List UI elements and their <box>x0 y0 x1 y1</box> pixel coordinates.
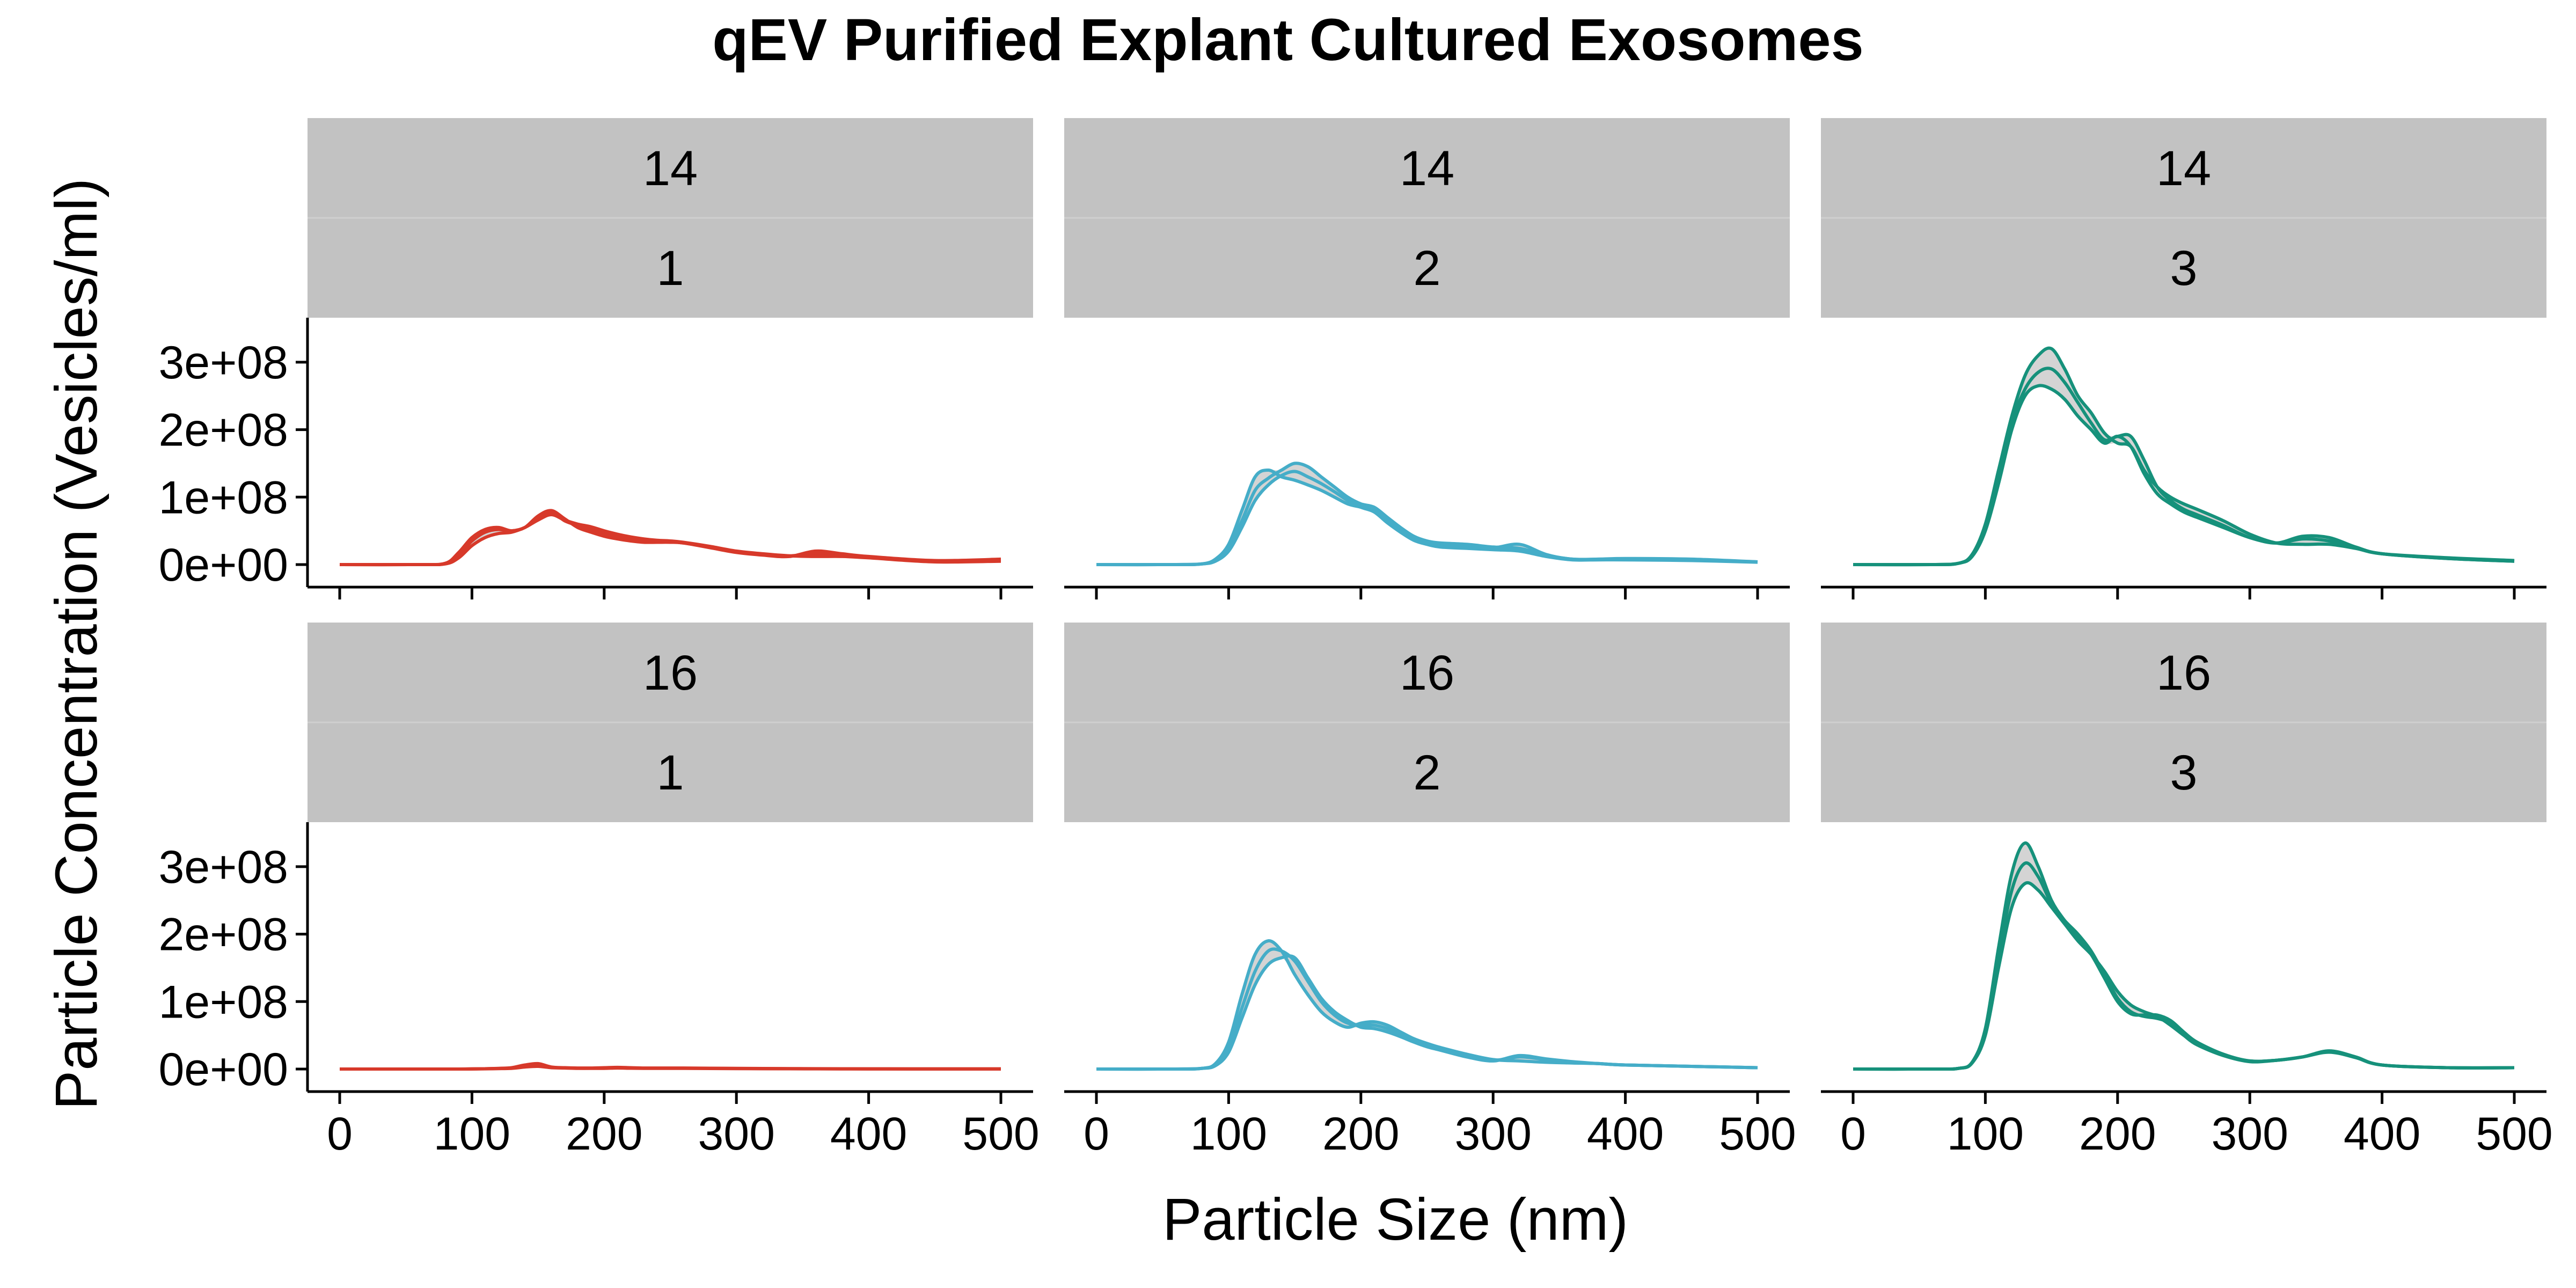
facet-panel-16-1: 16 1 0 100 200 300 400 500 0e+00 1e+08 2e+08 3e+08 <box>158 623 1040 1160</box>
x-tick-label: 100 <box>1947 1108 2024 1160</box>
facet-strip-col-label: 2 <box>1413 241 1440 296</box>
y-tick-label: 2e+08 <box>158 405 288 456</box>
series-line-1 <box>1853 346 2515 567</box>
facet-strip-top <box>308 623 1033 722</box>
x-tick-label: 0 <box>327 1108 353 1160</box>
x-tick-label: 500 <box>2476 1108 2553 1160</box>
y-tick-label: 3e+08 <box>158 841 288 893</box>
series-line-3 <box>340 1064 1001 1071</box>
facet-strip-col-label: 3 <box>2170 745 2197 800</box>
facet-strip-row-label: 16 <box>1400 646 1454 700</box>
facet-strip-col-label: 1 <box>656 745 684 800</box>
facet-strip-row-label: 16 <box>2156 646 2211 700</box>
y-tick-label: 3e+08 <box>158 337 288 389</box>
facet-panel-16-2: 16 2 0 100 200 300 400 500 <box>1064 623 1796 1160</box>
series-line-1 <box>1096 469 1758 567</box>
x-tick-label: 200 <box>2079 1108 2156 1160</box>
facet-panel-14-2: 14 2 <box>1064 118 1790 599</box>
facet-strip-top <box>1821 623 2546 722</box>
facet-strip-row-label: 14 <box>643 141 698 196</box>
facet-strip-row-label: 14 <box>2156 141 2211 196</box>
x-tick-label: 100 <box>1190 1108 1268 1160</box>
x-tick-label: 400 <box>2344 1108 2421 1160</box>
facet-strip-bottom <box>1821 218 2546 318</box>
y-axis-title: Particle Concentration (Vesicles/ml) <box>43 178 109 1110</box>
facet-strip-bottom <box>308 218 1033 318</box>
facet-strip-col-label: 3 <box>2170 241 2197 296</box>
x-tick-label: 100 <box>434 1108 511 1160</box>
series-line-1 <box>1096 939 1758 1071</box>
series-line-1 <box>339 509 1001 567</box>
series-line-3 <box>1096 954 1758 1071</box>
x-tick-label: 400 <box>830 1108 908 1160</box>
facet-strip-top <box>1064 623 1790 722</box>
facet-strip-bottom <box>308 722 1033 822</box>
series-line-3 <box>1096 470 1758 567</box>
series-line-2 <box>1096 947 1758 1071</box>
x-axis-title: Particle Size (nm) <box>1162 1187 1628 1253</box>
facet-strip-bottom <box>1821 722 2546 822</box>
x-tick-label: 500 <box>962 1108 1040 1160</box>
facet-strip-bottom <box>1064 218 1790 318</box>
series-line-3 <box>339 513 1001 567</box>
y-tick-label: 0e+00 <box>158 539 288 591</box>
facet-strip-row-label: 16 <box>643 646 698 700</box>
facet-strip-top <box>308 118 1033 218</box>
facet-strip-col-label: 2 <box>1413 745 1440 800</box>
x-tick-label: 300 <box>1454 1108 1532 1160</box>
range-band <box>1096 941 1758 1070</box>
x-tick-label: 0 <box>1840 1108 1866 1160</box>
x-tick-label: 0 <box>1084 1108 1109 1160</box>
facet-strip-row-label: 14 <box>1400 141 1454 196</box>
x-tick-label: 200 <box>566 1108 643 1160</box>
facet-strip-bottom <box>1064 722 1790 822</box>
facet-panel-16-3: 16 3 0 100 200 300 400 500 <box>1821 623 2553 1160</box>
series-line-2 <box>1853 861 2515 1071</box>
x-tick-label: 500 <box>1719 1108 1796 1160</box>
series-line-2 <box>1853 367 2515 567</box>
facet-strip-top <box>1821 118 2546 218</box>
facet-panel-14-1: 14 1 0e+00 1e+08 2e+08 3e+08 <box>158 118 1033 599</box>
y-tick-label: 1e+08 <box>158 472 288 523</box>
facet-strip-col-label: 1 <box>656 241 684 296</box>
y-tick-label: 0e+00 <box>158 1044 288 1095</box>
y-tick-label: 1e+08 <box>158 976 288 1028</box>
x-tick-label: 300 <box>698 1108 775 1160</box>
x-tick-label: 400 <box>1587 1108 1664 1160</box>
series-line-3 <box>1853 881 2515 1071</box>
series-line-3 <box>1853 384 2515 567</box>
x-tick-label: 200 <box>1322 1108 1400 1160</box>
facet-strip-top <box>1064 118 1790 218</box>
range-band <box>340 510 1001 565</box>
series-line-2 <box>339 510 1001 567</box>
series-line-2 <box>1096 462 1758 567</box>
facet-panel-14-3: 14 3 <box>1821 118 2546 599</box>
range-band <box>1853 348 2514 565</box>
range-band <box>1096 463 1758 565</box>
chart-title: qEV Purified Explant Cultured Exosomes <box>712 7 1863 73</box>
x-tick-label: 300 <box>2211 1108 2288 1160</box>
y-tick-label: 2e+08 <box>158 909 288 961</box>
